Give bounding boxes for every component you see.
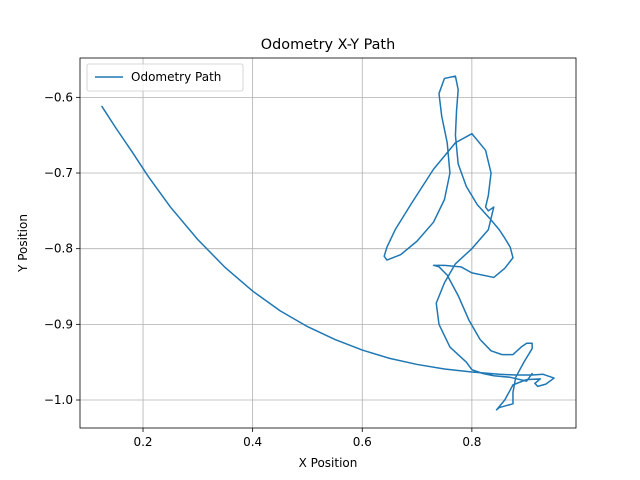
y-tick-label: −0.6 xyxy=(44,90,73,104)
legend-box xyxy=(86,63,244,92)
series-layer xyxy=(101,75,555,411)
legend: Odometry Path xyxy=(86,63,244,92)
legend-label-odometry-path: Odometry Path xyxy=(131,70,221,84)
x-tick-label: 0.4 xyxy=(243,435,262,449)
chart-title: Odometry X-Y Path xyxy=(261,37,395,53)
y-tick-label: −0.7 xyxy=(44,166,73,180)
plot-frame xyxy=(79,57,577,429)
series-line-odometry-path xyxy=(101,75,555,411)
y-tick-label: −0.9 xyxy=(44,317,73,331)
grid-lines xyxy=(80,58,576,428)
y-tick-label: −1.0 xyxy=(44,393,73,407)
x-tick-label: 0.8 xyxy=(462,435,481,449)
x-tick-label: 0.2 xyxy=(133,435,152,449)
axis-ticks: 0.2 0.4 0.6 0.8 −1.0 −0.9 −0.8 −0.7 −0.6 xyxy=(44,90,482,449)
y-axis-label: Y Position xyxy=(16,214,30,273)
x-axis-label: X Position xyxy=(299,456,358,470)
y-tick-label: −0.8 xyxy=(44,242,73,256)
x-tick-label: 0.6 xyxy=(353,435,372,449)
